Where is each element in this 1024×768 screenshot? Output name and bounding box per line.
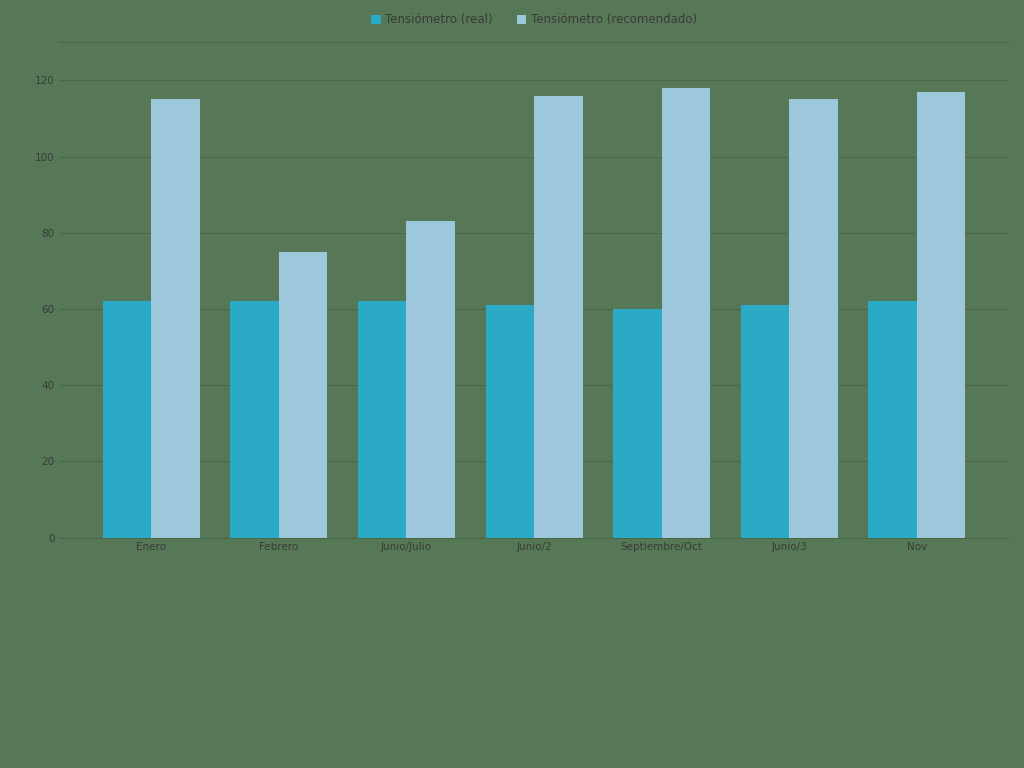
Bar bbox=[535, 95, 583, 538]
Bar bbox=[279, 252, 328, 538]
Bar bbox=[152, 99, 200, 538]
Bar bbox=[790, 99, 838, 538]
Bar bbox=[102, 301, 152, 538]
Bar bbox=[485, 305, 535, 538]
Bar bbox=[662, 88, 711, 538]
Bar bbox=[868, 301, 916, 538]
Bar bbox=[613, 309, 662, 538]
Bar bbox=[916, 92, 966, 538]
Legend: Tensiómetro (real), Tensiómetro (recomendado): Tensiómetro (real), Tensiómetro (recomen… bbox=[367, 8, 701, 31]
Bar bbox=[740, 305, 790, 538]
Bar bbox=[407, 221, 455, 538]
Bar bbox=[230, 301, 279, 538]
Bar bbox=[357, 301, 407, 538]
